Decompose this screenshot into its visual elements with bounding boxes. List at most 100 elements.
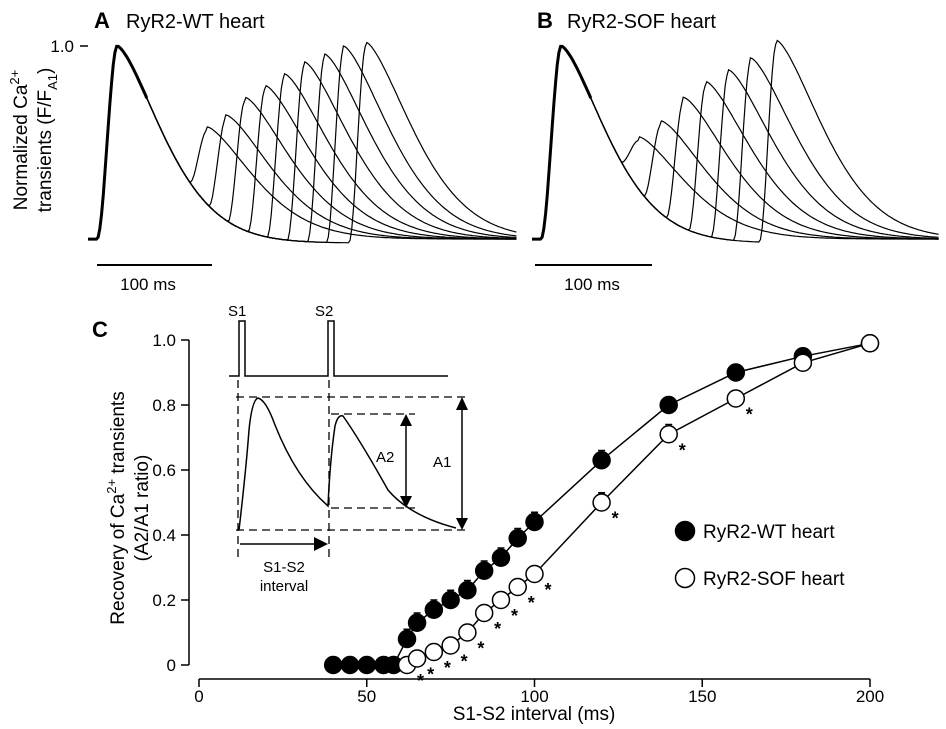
panel-a-ylabel-line1: Normalized Ca xyxy=(11,84,32,210)
tracesB-trace-5 xyxy=(532,45,939,240)
panel-a-ytick-1: 1.0 xyxy=(50,37,74,56)
panel-c-x-axis-label: S1-S2 interval (ms) xyxy=(453,704,616,725)
panel-b-letter: B xyxy=(537,8,553,33)
panel-c-y-axis-label: Recovery of Ca2+ transients (A2/A1 ratio… xyxy=(104,391,153,624)
x-tick-label: 0 xyxy=(194,687,203,706)
inset-transient-trace xyxy=(238,397,457,531)
y-tick-label: 0.4 xyxy=(152,526,176,545)
data-point-wt xyxy=(458,581,477,600)
inset-s1-label: S1 xyxy=(228,303,246,320)
panel-c-ylabel-line2: (A2/A1 ratio) xyxy=(132,455,153,562)
data-point-wt xyxy=(397,629,417,649)
tracesB-trace-7 xyxy=(532,39,939,243)
data-point-sof xyxy=(458,623,477,642)
inset-guide-lines xyxy=(236,380,470,560)
panel-a-y-axis-label: Normalized Ca2+ transients (F/FA1) xyxy=(7,68,60,213)
panel-a: A RyR2-WT heart Normalized Ca2+ transien… xyxy=(7,8,517,294)
data-point-wt xyxy=(525,512,544,532)
significance-star: * xyxy=(612,509,619,529)
y-tick-label: 0.6 xyxy=(152,461,176,480)
inset-interval-arrowhead xyxy=(314,537,328,551)
data-point-wt xyxy=(726,363,746,382)
data-point-sof xyxy=(592,493,611,512)
inset-interval-label-2: interval xyxy=(260,578,308,595)
data-point-wt xyxy=(592,451,611,470)
data-point-wt xyxy=(323,655,343,675)
significance-star: * xyxy=(477,639,484,659)
significance-star: * xyxy=(417,671,424,691)
inset-interval-label-1: S1-S2 xyxy=(263,559,305,576)
significance-star: * xyxy=(545,580,552,600)
inset-schematic: S1 S2 A2 A1 S1-S2 interval xyxy=(228,303,470,595)
significance-star: * xyxy=(679,440,686,460)
significance-star: * xyxy=(444,658,451,678)
x-tick-label: 150 xyxy=(688,687,716,706)
data-point-sof xyxy=(424,642,444,662)
panel-c-axes: 0 0.2 0.4 0.6 0.8 1.0 0 50 100 150 200 xyxy=(152,331,884,706)
panel-b-title: RyR2-SOF heart xyxy=(567,11,716,33)
data-point-wt xyxy=(508,529,527,548)
panel-b: B RyR2-SOF heart 100 ms xyxy=(532,8,939,294)
panel-c-series: * * * ********* xyxy=(323,334,880,691)
significance-star: * xyxy=(511,606,518,626)
data-point-wt xyxy=(491,548,511,567)
data-point-sof xyxy=(726,389,746,408)
significance-star: * xyxy=(427,665,434,685)
y-tick-label: 1.0 xyxy=(152,331,176,350)
legend-label-wt: RyR2-WT heart xyxy=(703,522,835,543)
inset-s2-label: S2 xyxy=(315,303,333,320)
panel-a-title: RyR2-WT heart xyxy=(126,11,265,33)
data-point-wt xyxy=(340,655,360,675)
data-point-wt xyxy=(357,655,376,675)
significance-star: * xyxy=(461,652,468,672)
data-point-wt xyxy=(424,600,444,619)
data-point-sof xyxy=(659,425,678,444)
x-tick-label: 50 xyxy=(357,687,376,706)
data-point-sof xyxy=(525,564,544,584)
panel-a-ylabel-line2: transients (F/F xyxy=(35,90,56,212)
panel-b-scalebar-label: 100 ms xyxy=(564,275,620,294)
svg-text:transients (F/FA1): transients (F/FA1) xyxy=(35,68,60,213)
panel-a-ylabel-sub: A1 xyxy=(45,74,60,90)
panel-a-traces xyxy=(88,41,517,244)
panel-c-ylabel-sup: 2+ xyxy=(104,479,119,494)
data-point-wt xyxy=(441,590,460,610)
panel-c-legend: RyR2-WT heart RyR2-SOF heart xyxy=(674,520,845,590)
panel-c-ylabel-post: transients xyxy=(108,391,129,479)
x-tick-label: 200 xyxy=(856,687,884,706)
y-tick-label: 0 xyxy=(167,656,176,675)
panel-c-ylabel-pre: Recovery of Ca xyxy=(108,493,129,624)
tracesA-trace-6 xyxy=(88,45,517,241)
significance-star: * xyxy=(528,593,535,613)
legend-label-sof: RyR2-SOF heart xyxy=(703,569,845,590)
y-tick-label: 0.2 xyxy=(152,591,176,610)
data-point-sof xyxy=(491,590,511,610)
tracesB-s1-onset xyxy=(532,44,593,241)
tracesA-s1-onset xyxy=(88,44,149,241)
svg-text:Normalized Ca2+: Normalized Ca2+ xyxy=(7,70,32,210)
data-point-sof xyxy=(793,353,813,372)
data-point-wt xyxy=(474,561,494,580)
inset-stimulus-trace xyxy=(229,320,448,377)
legend-marker-sof xyxy=(674,567,696,589)
legend-marker-wt xyxy=(674,520,696,542)
x-tick-label: 100 xyxy=(520,687,548,706)
significance-star: * xyxy=(494,619,501,639)
panel-a-ylabel-sup: 2+ xyxy=(7,70,22,85)
panel-a-scalebar-label: 100 ms xyxy=(120,275,176,294)
panel-b-traces xyxy=(532,39,939,243)
data-point-sof xyxy=(474,603,494,623)
data-point-sof xyxy=(508,577,527,597)
panel-c: C Recovery of Ca2+ transients (A2/A1 rat… xyxy=(92,303,884,725)
panel-c-letter: C xyxy=(92,317,108,342)
tracesA-trace-9 xyxy=(88,41,517,244)
data-point-wt xyxy=(659,395,678,415)
panel-a-ylabel-close: ) xyxy=(35,68,56,74)
data-point-wt xyxy=(407,613,427,632)
panel-a-letter: A xyxy=(94,8,110,33)
data-point-sof xyxy=(860,334,880,353)
data-point-sof xyxy=(407,649,427,668)
svg-text:Recovery of Ca2+ transients: Recovery of Ca2+ transients xyxy=(104,391,129,624)
inset-a2-label: A2 xyxy=(376,449,394,466)
